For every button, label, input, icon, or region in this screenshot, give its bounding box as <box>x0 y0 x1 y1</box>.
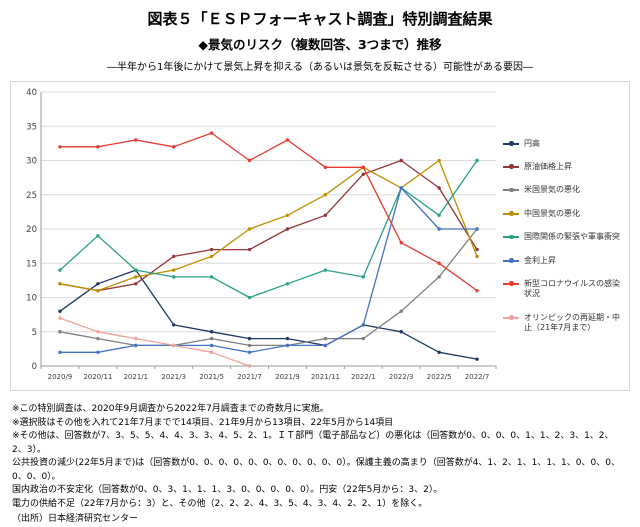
legend-label: 円高 <box>524 138 540 148</box>
source-line: （出所）日本経済研究センター <box>12 514 139 524</box>
x-tick-label: 2022/5 <box>427 373 452 381</box>
legend-item: 金利上昇 <box>503 256 623 266</box>
legend-line-swatch <box>503 164 519 169</box>
y-tick-label: 40 <box>26 88 37 98</box>
x-tick-label: 2021/3 <box>161 373 186 381</box>
legend-item: 原油価格上昇 <box>503 162 623 172</box>
legend-item: 新型コロナウイルスの感染状況 <box>503 279 623 300</box>
legend-label: 金利上昇 <box>524 255 556 265</box>
y-tick-label: 15 <box>26 259 37 269</box>
x-tick-label: 2021/11 <box>311 373 340 381</box>
legend-line-swatch <box>503 234 519 240</box>
legend-label: オリンピックの再延期・中止（21年7月まで） <box>524 312 620 333</box>
series-line <box>59 228 478 347</box>
x-tick-label: 2020/11 <box>83 373 112 381</box>
footnote-line: 電力の供給不足（22年7月から：3）と、その他（2、2、2、4、3、5、4、3、… <box>12 498 428 509</box>
legend-item: オリンピックの再延期・中止（21年7月まで） <box>503 313 623 334</box>
footnotes: ※この特別調査は、2020年9月調査から2022年7月調査までの奇数月に実施。 … <box>12 403 628 527</box>
legend-item: 国際関係の緊張や軍事衝突 <box>503 232 623 242</box>
y-tick-label: 10 <box>26 294 37 304</box>
chart-svg: 0 5 10 15 20 25 30 35 40 2020/9 2020/11 2021/1 2021/… <box>26 88 497 381</box>
series-line <box>59 269 478 360</box>
footnote-line: ※その他は、回答数が7、3、5、5、4、4、3、3、4、5、2、1。ＩＴ部門（電… <box>12 431 614 455</box>
legend-line-swatch <box>503 281 519 286</box>
x-tick-label: 2021/9 <box>275 373 300 381</box>
x-tick-label: 2022/3 <box>389 373 414 381</box>
series-line <box>59 159 478 292</box>
series-line <box>59 159 478 292</box>
chart-box: 0 5 10 15 20 25 30 35 40 2020/9 2020/11 2021/1 2021/… <box>10 81 630 391</box>
legend-label: 国際関係の緊張や軍事衝突 <box>524 232 620 242</box>
legend-line-swatch <box>503 141 519 146</box>
footnote-line: 公共投資の減少(22年5月まで)は（回答数が0、0、0、0、0、0、0、0、0、… <box>12 458 620 482</box>
legend-item: 米国景気の悪化 <box>503 185 623 195</box>
footnote-line: ※この特別調査は、2020年9月調査から2022年7月調査までの奇数月に実施。 <box>12 404 329 414</box>
chart-header: 図表５「ＥＳＰフォーキャスト調査」特別調査結果 ◆景気のリスク（複数回答、3つま… <box>0 0 640 73</box>
x-tick-label: 2021/7 <box>237 373 262 381</box>
legend-item: 円高 <box>503 139 623 149</box>
y-tick-label: 0 <box>32 362 37 372</box>
x-tick-label: 2021/5 <box>199 373 224 381</box>
series-line <box>59 317 250 367</box>
y-tick-label: 35 <box>26 122 37 132</box>
footnote-line: ※選択肢はその他を入れて21年7月までで14項目、21年9月から13項目、22年… <box>12 417 394 428</box>
page-title: 図表５「ＥＳＰフォーキャスト調査」特別調査結果 <box>147 10 493 28</box>
x-tick-label: 2020/9 <box>48 373 73 381</box>
y-tick-label: 5 <box>32 328 37 338</box>
legend-item: 中国景気の悪化 <box>503 209 623 219</box>
legend-line-swatch <box>503 315 519 320</box>
legend-label: 米国景気の悪化 <box>524 185 580 195</box>
line-chart: 0 5 10 15 20 25 30 35 40 2020/9 2020/11 2021/1 2021/… <box>11 82 501 390</box>
x-tick-label: 2021/1 <box>123 373 148 381</box>
legend-line-swatch <box>503 187 519 193</box>
legend-label: 原油価格上昇 <box>524 161 572 171</box>
series-line <box>60 132 478 292</box>
chart-legend: 円高原油価格上昇 米国景気の悪化 中国景気の悪化国際関係の緊張や軍事衝突 金利上昇新型… <box>501 82 629 390</box>
series-line <box>60 187 477 353</box>
legend-label: 中国景気の悪化 <box>524 208 580 218</box>
y-tick-label: 20 <box>26 225 37 235</box>
chart-note: ―半年から1年後にかけて景気上昇を抑える（あるいは景気を反転させる）可能性がある… <box>106 62 534 73</box>
y-tick-label: 25 <box>26 191 37 201</box>
footnote-line: 国内政治の不安定化（回答数が0、0、3、1、1、1、3、0、0、0、0、0）。円… <box>12 485 443 495</box>
legend-label: 新型コロナウイルスの感染状況 <box>524 278 620 299</box>
x-tick-label: 2022/7 <box>465 373 490 381</box>
legend-line-swatch <box>503 258 519 263</box>
x-tick-label: 2022/1 <box>351 373 376 381</box>
series-line <box>59 160 478 299</box>
chart-subtitle: ◆景気のリスク（複数回答、3つまで）推移 <box>198 37 442 52</box>
y-tick-label: 30 <box>26 157 37 167</box>
legend-line-swatch <box>503 211 519 216</box>
